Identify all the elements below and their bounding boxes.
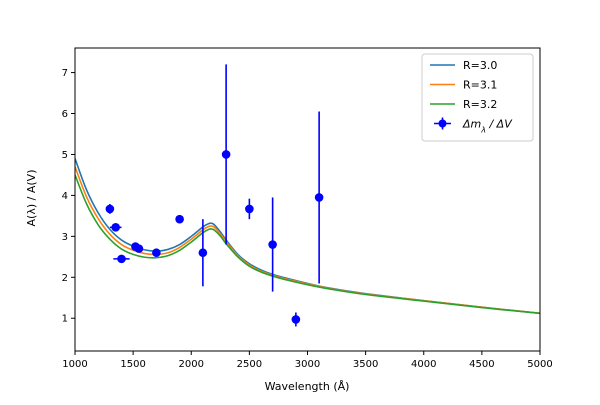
series-line-r3 bbox=[75, 174, 540, 315]
x-tick-label: 2500 bbox=[237, 359, 262, 370]
observed-points bbox=[105, 64, 324, 327]
axes: 1000 1500 2000 2500 3000 3500 4000 4500 5000 1 2 3 4… bbox=[62, 47, 553, 370]
data-point-marker bbox=[314, 193, 324, 202]
y-tick-label: 5 bbox=[62, 150, 68, 161]
x-tick-label: 1500 bbox=[120, 359, 145, 370]
x-tick-label: 3000 bbox=[295, 359, 320, 370]
data-point-marker bbox=[291, 315, 301, 324]
legend-item: R=3.1 bbox=[430, 79, 497, 92]
data-point-marker bbox=[175, 214, 184, 224]
errorbar-point bbox=[245, 198, 254, 220]
errorbar-point bbox=[113, 254, 130, 264]
x-tick-label: 1000 bbox=[62, 359, 87, 370]
y-tick-label: 6 bbox=[62, 109, 68, 120]
legend-label: R=3.2 bbox=[463, 98, 497, 111]
legend-marker bbox=[438, 119, 447, 128]
errorbar-point bbox=[268, 197, 277, 292]
y-tick-label: 4 bbox=[62, 191, 68, 202]
data-point-marker bbox=[134, 244, 144, 253]
data-point-marker bbox=[198, 248, 208, 258]
y-axis-label: A(λ) / A(V) bbox=[25, 170, 38, 227]
legend-label: R=3.0 bbox=[463, 59, 497, 72]
model-curves bbox=[75, 158, 540, 315]
errorbar-point bbox=[109, 223, 122, 232]
errorbar-point bbox=[291, 312, 301, 327]
legend-item: R=3.2 bbox=[430, 98, 497, 111]
data-point-marker bbox=[111, 223, 120, 232]
data-point-marker bbox=[105, 204, 115, 214]
errorbar-point bbox=[134, 244, 144, 253]
data-point-marker bbox=[152, 248, 161, 258]
errorbar-point bbox=[105, 204, 115, 214]
legend-label: R=3.1 bbox=[463, 79, 497, 92]
data-point-marker bbox=[117, 254, 126, 264]
x-tick-label: 4000 bbox=[411, 359, 436, 370]
data-point-marker bbox=[245, 204, 254, 214]
data-point-marker bbox=[221, 150, 231, 159]
errorbar-point bbox=[314, 111, 324, 284]
y-tick-label: 3 bbox=[62, 232, 68, 243]
x-tick-label: 2000 bbox=[179, 359, 204, 370]
legend-item: R=3.0 bbox=[430, 59, 497, 72]
y-tick-label: 2 bbox=[62, 273, 68, 284]
data-point-marker bbox=[268, 240, 277, 249]
legend-box bbox=[421, 53, 534, 142]
errorbar-point bbox=[198, 219, 208, 287]
errorbar-point bbox=[175, 214, 184, 224]
x-tick-label: 3500 bbox=[353, 359, 378, 370]
legend-label: Δmλ / ΔV bbox=[462, 118, 513, 135]
x-tick-label: 5000 bbox=[527, 359, 552, 370]
y-tick-label: 1 bbox=[62, 314, 68, 325]
x-axis-label: Wavelength (Å) bbox=[265, 380, 350, 393]
legend: R=3.0 R=3.1 R=3.2 Δmλ / ΔV bbox=[421, 53, 534, 142]
errorbar-point bbox=[152, 248, 161, 258]
plot-area bbox=[75, 64, 540, 327]
legend-item: Δmλ / ΔV bbox=[434, 117, 513, 135]
y-tick-label: 7 bbox=[62, 68, 68, 79]
errorbar-point bbox=[221, 64, 231, 245]
x-tick-label: 4500 bbox=[469, 359, 494, 370]
